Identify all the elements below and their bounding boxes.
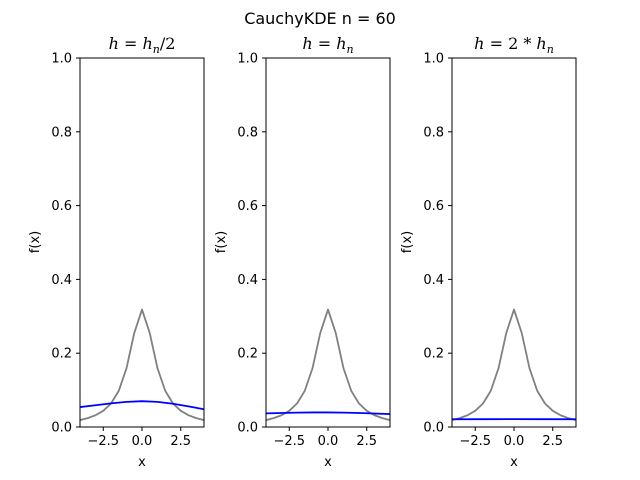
y-tick-label: 0.0: [423, 421, 444, 436]
plot-area: −2.5 0.0 2.5 0.0 0.2 0.4 0.6 0.8 1.0: [51, 52, 205, 449]
panel-title: h = hn/2: [109, 34, 176, 56]
x-tick-label: 2.5: [542, 434, 563, 449]
x-axis-label: x: [510, 455, 518, 470]
y-tick-label: 0.8: [51, 125, 72, 140]
plot-area: −2.5 0.0 2.5 0.0 0.2 0.4 0.6 0.8 1.0: [237, 52, 391, 449]
y-tick-label: 1.0: [237, 52, 258, 67]
panel-double-bandwidth: h = 2 * hn −2.5 0.0 2.50.00.20.40.60.81.0 …: [400, 34, 577, 470]
y-tick-label: 0.0: [51, 421, 72, 436]
y-tick-label: 0.8: [423, 125, 444, 140]
x-axis-label: x: [138, 455, 146, 470]
y-tick-label: 0.6: [51, 199, 72, 214]
y-axis-label: f(x): [28, 231, 43, 253]
y-tick-label: 0.4: [423, 273, 444, 288]
plot-area: −2.5 0.0 2.5 0.0 0.2 0.4 0.6 0.8 1.0: [423, 52, 577, 449]
kde-estimate-line: [266, 411, 390, 415]
y-tick-label: 0.4: [237, 273, 258, 288]
y-tick-label: 0.2: [237, 347, 258, 362]
y-tick-label: 0.6: [423, 199, 444, 214]
panel-half-bandwidth: h = hn/2 −2.5 0.0 2.50.00.20.40.60.81.0 x …: [28, 34, 205, 470]
panel-title: h = hn: [302, 34, 353, 56]
x-tick-label: 0.0: [504, 434, 525, 449]
x-tick-label: 2.5: [170, 434, 191, 449]
axes-frame: [451, 57, 577, 428]
x-tick-label: −2.5: [273, 434, 305, 449]
true-density-line: [452, 308, 576, 421]
axes-frame: [79, 57, 205, 428]
x-tick-label: 0.0: [318, 434, 339, 449]
y-tick-label: 0.2: [423, 347, 444, 362]
y-tick-label: 0.4: [51, 273, 72, 288]
x-tick-label: 2.5: [356, 434, 377, 449]
x-tick-label: −2.5: [87, 434, 119, 449]
true-density-line: [266, 308, 390, 421]
x-axis-label: x: [324, 455, 332, 470]
y-tick-label: 0.0: [237, 421, 258, 436]
y-tick-label: 0.2: [51, 347, 72, 362]
y-tick-label: 0.8: [237, 125, 258, 140]
x-tick-label: −2.5: [459, 434, 491, 449]
figure-suptitle: CauchyKDE n = 60: [244, 9, 396, 28]
y-tick-label: 1.0: [423, 52, 444, 67]
axes-frame: [265, 57, 391, 428]
y-tick-label: 0.6: [237, 199, 258, 214]
true-density-line: [80, 308, 204, 421]
y-axis-label: f(x): [214, 231, 229, 253]
y-tick-label: 1.0: [51, 52, 72, 67]
panel-title: h = 2 * hn: [474, 34, 554, 56]
kde-estimate-line: [80, 400, 204, 411]
y-axis-label: f(x): [400, 231, 415, 253]
panel-base-bandwidth: h = hn −2.5 0.0 2.5 0.0 0.2 0.4 0.6 0.8 1.0 x f(…: [214, 34, 391, 470]
x-tick-label: 0.0: [132, 434, 153, 449]
